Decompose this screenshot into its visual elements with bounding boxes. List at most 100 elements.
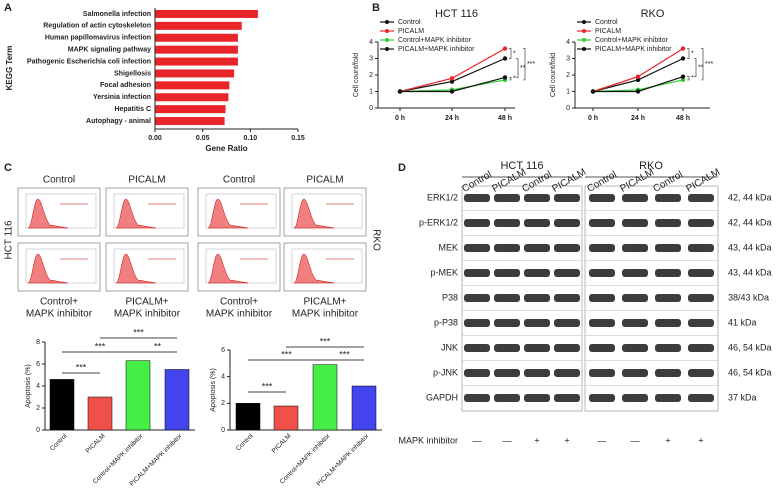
blot-band <box>524 244 550 252</box>
protein-size: 46, 54 kDa <box>728 367 772 377</box>
blot-band <box>494 194 520 202</box>
x-tick-label: 48 h <box>676 115 690 122</box>
blot-band <box>622 344 648 352</box>
flow-bottom-label: MAPK inhibitor <box>292 309 359 320</box>
panel-label: A <box>4 2 12 14</box>
significance-label: ** <box>520 65 526 72</box>
flow-histogram <box>207 253 249 284</box>
x-tick-label: 0.00 <box>148 135 162 142</box>
point <box>680 56 686 61</box>
treatment-sign: + <box>698 435 703 445</box>
blot-band <box>622 319 648 327</box>
treatment-sign: — <box>473 435 482 445</box>
blot-band <box>464 344 490 352</box>
y-tick-label: 1 <box>566 88 570 95</box>
blot-band <box>688 269 714 277</box>
significance-label: *** <box>705 61 713 68</box>
blot-band <box>554 344 580 352</box>
flow-histogram <box>293 253 335 284</box>
blot-band <box>554 269 580 277</box>
point <box>397 89 403 94</box>
blot-band <box>589 219 615 227</box>
y-tick-label: 3 <box>369 55 373 62</box>
blot-band <box>589 294 615 302</box>
protein-size: 43, 44 kDa <box>728 242 772 252</box>
y-tick-label: 8 <box>36 339 40 346</box>
y-axis-label: KEGG Term <box>5 46 14 91</box>
blot-band <box>524 369 550 377</box>
significance-label: * <box>691 75 694 82</box>
line <box>399 48 506 93</box>
cell-line-label: HCT 116 <box>500 160 543 172</box>
flow-plot <box>197 242 281 292</box>
blot-band <box>494 369 520 377</box>
blot-band <box>589 194 615 202</box>
blot-band <box>688 394 714 402</box>
significance-bracket <box>701 48 704 81</box>
significance-bracket <box>687 48 690 59</box>
significance-label: * <box>513 76 516 83</box>
x-tick-label: 0 h <box>588 115 598 122</box>
flow-column-label: Control <box>223 175 255 186</box>
lane-label: PICALM <box>550 167 588 195</box>
legend-label: PICALM+MAPK inhibitor <box>595 46 672 53</box>
y-axis-label: Cell count/fold <box>550 53 557 97</box>
bar <box>87 396 113 431</box>
flow-histogram <box>27 253 69 284</box>
point <box>449 89 455 94</box>
significance-label: *** <box>339 349 350 359</box>
y-tick-label: 4 <box>36 383 40 390</box>
protein-label: P38 <box>442 292 458 302</box>
y-tick-label: Pathogenic Escherichia coli infection <box>27 58 151 65</box>
y-tick-label: Human papillomavirus infection <box>45 35 151 42</box>
blot-band <box>688 194 714 202</box>
flow-column-label: Control <box>43 175 75 186</box>
protein-label: p-ERK1/2 <box>419 217 458 227</box>
blot-band <box>622 394 648 402</box>
point <box>680 46 686 51</box>
bar <box>125 360 151 431</box>
blot-band <box>655 344 681 352</box>
x-tick-label: 48 h <box>498 115 512 122</box>
flow-histogram <box>27 198 69 229</box>
panel-label: B <box>372 2 380 14</box>
significance-bracket <box>509 77 512 81</box>
significance-label: *** <box>281 349 292 359</box>
protein-size: 37 kDa <box>728 392 757 402</box>
bar <box>351 385 377 431</box>
treatment-sign: + <box>665 435 670 445</box>
protein-label: p-P38 <box>434 317 458 327</box>
blot-band <box>589 319 615 327</box>
significance-bracket <box>694 58 697 77</box>
blot-band <box>554 319 580 327</box>
protein-label: JNK <box>441 342 458 352</box>
blot-band <box>554 294 580 302</box>
lane-label: PICALM <box>684 167 722 195</box>
point <box>502 56 508 61</box>
x-tick-label: PICALM <box>85 433 107 455</box>
y-tick-label: Salmonella infection <box>83 11 151 18</box>
x-tick-label: 0.10 <box>244 135 258 142</box>
bar <box>49 379 75 431</box>
y-tick-label: Autophagy - animal <box>86 118 151 125</box>
blot-band <box>494 344 520 352</box>
bar <box>155 69 235 78</box>
x-tick-label: 0 h <box>395 115 405 122</box>
blot-frame <box>461 185 583 412</box>
blot-band <box>554 194 580 202</box>
bar <box>155 105 226 114</box>
blot-band <box>589 244 615 252</box>
protein-size: 46, 54 kDa <box>728 342 772 352</box>
panel-label: C <box>4 162 12 174</box>
flow-histogram <box>115 253 157 284</box>
blot-band <box>464 244 490 252</box>
x-tick-label: Control <box>49 432 69 452</box>
blot-band <box>688 344 714 352</box>
flow-bottom-label: Control+ <box>220 297 258 308</box>
blot-band <box>464 394 490 402</box>
x-tick-label: 24 h <box>631 115 645 122</box>
blot-band <box>524 269 550 277</box>
cell-line-label: RKO <box>639 160 663 172</box>
protein-label: p-MEK <box>430 267 458 277</box>
significance-label: *** <box>76 362 87 372</box>
